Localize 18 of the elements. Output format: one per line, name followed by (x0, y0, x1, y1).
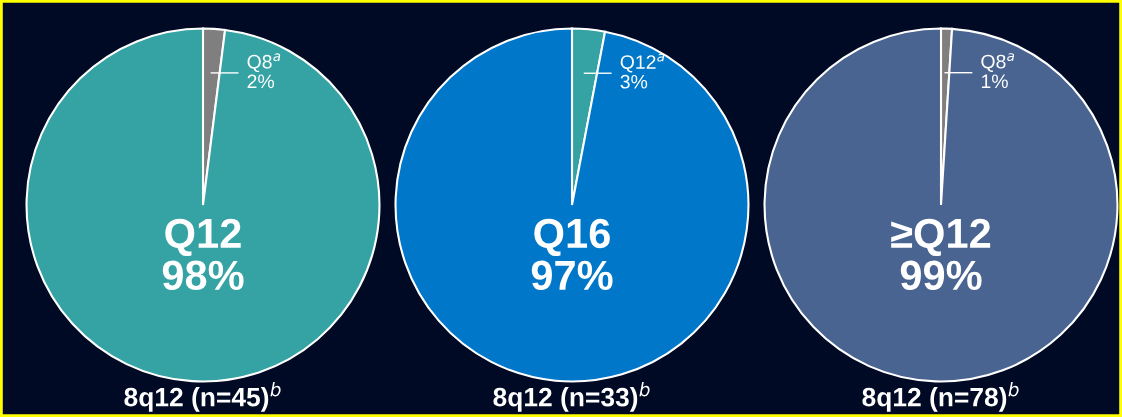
slice-label: Q16 (534, 218, 610, 256)
pie-slice (394, 27, 750, 383)
data-label: 97% (531, 260, 613, 291)
data-label: 99% (900, 260, 982, 291)
data-label: 3% (620, 74, 648, 89)
slice-label: Q12$^{a}$ (620, 53, 665, 73)
data-label: 2% (247, 74, 275, 89)
pie-slice (763, 27, 1119, 383)
slice-label: Q8$^{a}$ (981, 53, 1015, 72)
pie-slice (25, 27, 381, 383)
data-label: 98% (162, 260, 244, 291)
data-label: 1% (981, 74, 1008, 88)
text: 8q12 (n=78)$^{b}$ (862, 382, 1019, 412)
text: 8q12 (n=45)$^{b}$ (124, 382, 281, 412)
text: 8q12 (n=33)$^{b}$ (493, 382, 650, 412)
slice-label: Q8$^{a}$ (247, 53, 281, 73)
slice-label: Q12 (165, 218, 241, 256)
slice-label: ≥Q12 (891, 218, 991, 256)
